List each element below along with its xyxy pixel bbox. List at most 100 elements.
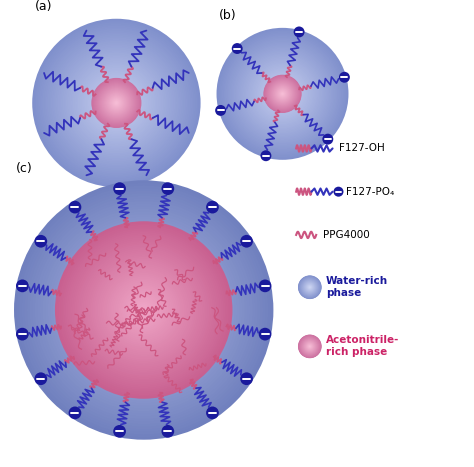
- Circle shape: [103, 90, 129, 116]
- Circle shape: [309, 287, 310, 288]
- Circle shape: [252, 64, 313, 124]
- Circle shape: [268, 79, 297, 108]
- Circle shape: [307, 344, 313, 349]
- Circle shape: [105, 92, 128, 114]
- Circle shape: [91, 78, 142, 128]
- Circle shape: [298, 335, 321, 358]
- Circle shape: [309, 346, 310, 347]
- Circle shape: [304, 340, 316, 353]
- Circle shape: [322, 134, 333, 145]
- Circle shape: [64, 230, 224, 390]
- Circle shape: [79, 66, 154, 140]
- Circle shape: [272, 84, 293, 104]
- Circle shape: [302, 339, 317, 354]
- Circle shape: [108, 274, 180, 347]
- Circle shape: [309, 286, 311, 289]
- Circle shape: [261, 150, 272, 161]
- Circle shape: [105, 271, 183, 349]
- Circle shape: [259, 279, 272, 292]
- Circle shape: [308, 285, 312, 290]
- Circle shape: [227, 38, 338, 149]
- Circle shape: [133, 299, 155, 321]
- Circle shape: [274, 85, 291, 102]
- Circle shape: [308, 345, 311, 348]
- Circle shape: [113, 100, 119, 106]
- Circle shape: [102, 269, 185, 352]
- Circle shape: [306, 343, 314, 350]
- Circle shape: [271, 82, 294, 106]
- Circle shape: [270, 81, 295, 107]
- Circle shape: [308, 344, 312, 348]
- Circle shape: [65, 232, 222, 388]
- Circle shape: [140, 306, 147, 313]
- Circle shape: [101, 88, 131, 118]
- Circle shape: [83, 69, 150, 137]
- Circle shape: [308, 285, 312, 289]
- Circle shape: [301, 337, 319, 356]
- Circle shape: [278, 90, 287, 98]
- Circle shape: [307, 344, 312, 349]
- Circle shape: [305, 342, 315, 351]
- Circle shape: [115, 101, 118, 105]
- Circle shape: [304, 341, 315, 352]
- Circle shape: [259, 70, 306, 118]
- Circle shape: [272, 83, 293, 105]
- Circle shape: [103, 89, 130, 116]
- Circle shape: [274, 86, 291, 102]
- Circle shape: [84, 71, 148, 135]
- Circle shape: [220, 32, 345, 156]
- Circle shape: [280, 92, 285, 96]
- Circle shape: [232, 44, 333, 144]
- Circle shape: [137, 303, 151, 317]
- Circle shape: [306, 283, 314, 291]
- Circle shape: [112, 99, 120, 107]
- Circle shape: [51, 37, 182, 169]
- Circle shape: [58, 225, 229, 396]
- Circle shape: [69, 235, 218, 384]
- Circle shape: [266, 77, 299, 111]
- Circle shape: [304, 340, 316, 352]
- Circle shape: [256, 67, 309, 120]
- Circle shape: [282, 92, 283, 95]
- Circle shape: [273, 84, 292, 104]
- Circle shape: [32, 198, 255, 422]
- Circle shape: [90, 76, 143, 130]
- Circle shape: [305, 283, 315, 292]
- Circle shape: [36, 22, 197, 184]
- Circle shape: [56, 42, 177, 163]
- Circle shape: [101, 87, 132, 119]
- Circle shape: [309, 286, 311, 288]
- Circle shape: [265, 77, 300, 111]
- Circle shape: [88, 74, 145, 132]
- Circle shape: [68, 235, 219, 385]
- Circle shape: [97, 263, 191, 357]
- Circle shape: [100, 266, 188, 354]
- Circle shape: [308, 344, 312, 349]
- Circle shape: [275, 86, 290, 101]
- Text: phase: phase: [326, 288, 361, 298]
- Circle shape: [232, 43, 243, 54]
- Text: (c): (c): [16, 162, 33, 175]
- Circle shape: [91, 257, 197, 363]
- Circle shape: [89, 255, 199, 365]
- Circle shape: [27, 193, 260, 427]
- Circle shape: [275, 86, 290, 101]
- Circle shape: [57, 223, 231, 397]
- Circle shape: [301, 279, 319, 296]
- Circle shape: [277, 88, 288, 99]
- Circle shape: [309, 345, 311, 347]
- Circle shape: [301, 338, 319, 355]
- Circle shape: [73, 239, 215, 381]
- Circle shape: [102, 88, 131, 118]
- Circle shape: [108, 94, 125, 112]
- Circle shape: [110, 276, 177, 344]
- Circle shape: [121, 287, 167, 333]
- Circle shape: [80, 246, 208, 374]
- Circle shape: [306, 283, 314, 291]
- Circle shape: [94, 260, 193, 360]
- Circle shape: [102, 89, 130, 117]
- Circle shape: [113, 99, 120, 106]
- Circle shape: [98, 85, 135, 121]
- Circle shape: [94, 81, 138, 125]
- Circle shape: [64, 230, 224, 390]
